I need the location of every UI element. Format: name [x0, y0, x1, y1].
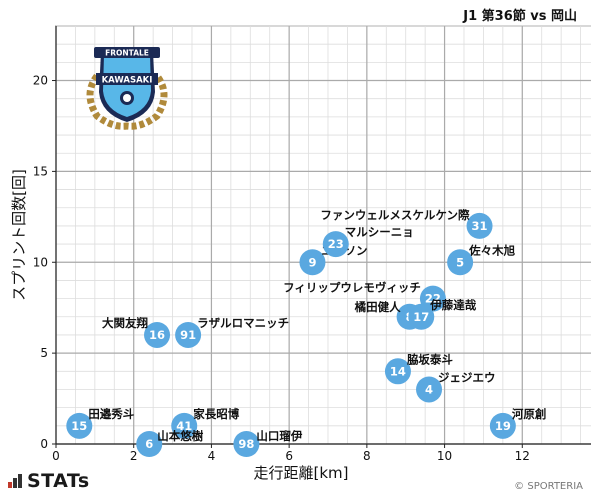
y-axis-title: スプリント回数[回]: [10, 169, 28, 301]
player-number-label: 98: [238, 437, 254, 451]
player-point: [66, 412, 93, 439]
player-number-label: 22: [425, 292, 441, 306]
x-axis-title: 走行距離[km]: [253, 464, 348, 482]
player-name-label: 伊藤達哉: [429, 298, 476, 312]
player-point: [408, 303, 435, 330]
player-number-label: 4: [425, 382, 433, 396]
player-point: [171, 412, 198, 439]
copyright-credit: © SPORTERIA: [514, 481, 583, 492]
player-name-label: マルシーニョ: [345, 225, 414, 239]
player-point: [466, 212, 493, 239]
x-tick-label: 2: [130, 449, 138, 463]
x-tick-label: 12: [515, 449, 530, 463]
chart-axes: 0 2 4 6 8 10 12 14 0 5 10 15 20 走行距離[km] スプリント回数[回]: [10, 26, 591, 482]
player-name-label: 山口瑠伊: [256, 429, 302, 443]
y-tick-label: 20: [33, 74, 48, 88]
player-number-label: 91: [180, 328, 196, 342]
player-number-label: 17: [413, 310, 429, 324]
y-tick-label: 5: [40, 346, 48, 360]
player-name-label: 家長昭博: [193, 407, 239, 421]
player-point: [175, 321, 202, 348]
player-number-label: 16: [149, 328, 165, 342]
player-number-label: 5: [456, 255, 464, 269]
player-name-label: 橘田健人: [354, 300, 401, 314]
player-number-label: 6: [145, 437, 153, 451]
player-point: [299, 249, 326, 276]
emblem-top-text: FRONTALE: [105, 49, 149, 58]
y-tick-label: 15: [33, 164, 48, 178]
player-point: [489, 412, 516, 439]
player-point: [322, 231, 349, 258]
emblem-club-text: KAWASAKI: [102, 76, 153, 86]
player-number-label: 41: [176, 419, 192, 433]
match-title: J1 第36節 vs 岡山: [463, 9, 577, 24]
kawasaki-frontale-emblem: FRONTALE KAWASAKI: [86, 47, 168, 130]
player-name-label: ジェジエウ: [438, 370, 496, 384]
player-number-label: 23: [328, 237, 344, 251]
x-tick-label: 10: [437, 449, 452, 463]
player-point: [144, 321, 171, 348]
x-tick-label: 8: [363, 449, 371, 463]
bar-chart-icon: [8, 474, 22, 488]
brand-name: STATs: [27, 470, 90, 492]
player-number-label: 31: [472, 219, 488, 233]
x-tick-label: 4: [208, 449, 216, 463]
x-tick-label: 0: [52, 449, 60, 463]
y-tick-label: 10: [33, 255, 48, 269]
player-point: [416, 376, 443, 403]
player-name-label: 山本悠樹: [157, 429, 203, 443]
player-name-label: ラザルロマニッチ: [197, 316, 289, 330]
player-name-label: 大関友翔: [102, 316, 148, 330]
player-point: [447, 249, 474, 276]
player-number-label: 19: [495, 419, 511, 433]
player-number-label: 9: [308, 255, 316, 269]
player-name-label: ファンウェルメスケルケン際: [320, 208, 470, 222]
player-name-label: 田邉秀斗: [88, 407, 134, 421]
y-tick-label: 0: [40, 437, 48, 451]
player-name-label: 河原創: [512, 407, 547, 421]
player-number-label: 15: [71, 419, 87, 433]
player-name-label: 脇坂泰斗: [407, 352, 453, 366]
stats-logo: STATs: [8, 470, 90, 492]
player-name-label: 佐々木旭: [468, 243, 515, 257]
player-point: [384, 358, 411, 385]
player-point: [136, 431, 163, 457]
x-tick-label: 6: [285, 449, 293, 463]
player-number-label: 14: [390, 364, 406, 378]
player-name-label: フィリップウレモヴィッチ: [283, 281, 421, 295]
player-point: [233, 431, 260, 457]
